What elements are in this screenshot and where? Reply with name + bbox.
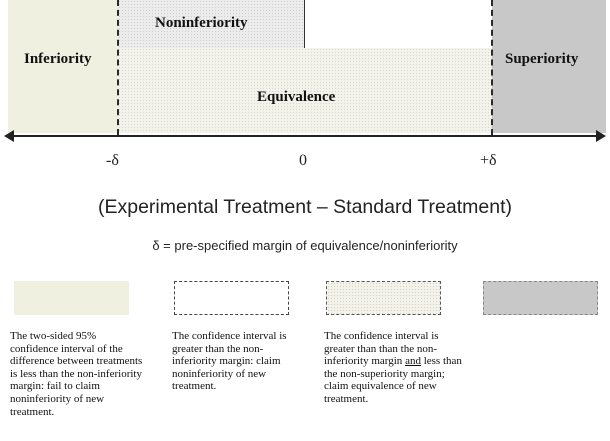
legend-line: treatment.: [324, 392, 369, 405]
legend-line: the non-superiority margin;: [324, 367, 445, 380]
delta-definition: δ = pre-specified margin of equivalence/…: [152, 238, 458, 253]
legend-text-noninferiority: The confidence interval is greater than …: [172, 330, 287, 393]
legend-line: inferiority margin and less than: [324, 355, 462, 368]
legend-swatch-inferiority: [14, 281, 129, 315]
legend-line: inferiority margin: claim: [172, 355, 281, 368]
legend-line: difference between treatments: [10, 355, 143, 368]
inferiority-region: [8, 0, 118, 133]
inferiority-label: Inferiority: [24, 51, 92, 67]
legend-swatch-superiority: [483, 281, 598, 315]
axis-title: (Experimental Treatment – Standard Treat…: [97, 196, 513, 218]
legend-line: is less than the non-inferiority: [10, 367, 142, 380]
noninferiority-region: [118, 0, 304, 48]
x-axis-left-arrow-icon: [4, 130, 14, 142]
legend-text-equivalence: The confidence interval is greater than …: [324, 330, 462, 406]
legend-swatch-noninferiority: [174, 281, 289, 315]
x-axis-line: [12, 135, 602, 137]
upper-margin-dashed-line: [491, 0, 493, 135]
x-axis-right-arrow-icon: [596, 130, 606, 142]
legend-underlined-word: and: [405, 355, 421, 368]
legend-line: noninferiority of new: [10, 392, 105, 405]
equivalence-region: [118, 48, 492, 133]
legend-line: noninferiority of new: [172, 367, 267, 380]
tick-label-zero: 0: [299, 152, 307, 169]
legend-line: The two-sided 95%: [10, 330, 97, 342]
legend-fragment: inferiority margin: [324, 355, 406, 368]
legend-line: treatment.: [172, 380, 217, 393]
legend-line: greater than than the non-: [324, 342, 438, 355]
noninferiority-label: Noninferiority: [155, 15, 248, 31]
zero-reference-line: [304, 0, 305, 48]
legend-fragment: less than: [420, 355, 462, 368]
legend-line: claim equivalence of new: [324, 380, 437, 393]
legend-line: The confidence interval is: [172, 330, 287, 342]
superiority-region: [492, 0, 606, 133]
legend-text-inferiority: The two-sided 95% confidence interval of…: [10, 330, 142, 418]
legend-line: margin: fail to claim: [10, 380, 100, 393]
superiority-label: Superiority: [505, 51, 579, 67]
legend-swatch-equivalence: [326, 281, 441, 315]
legend-line: greater than the non-: [172, 342, 264, 355]
legend-line: treatment.: [10, 405, 55, 418]
tick-label-minus-delta: -δ: [106, 152, 119, 169]
lower-margin-dashed-line: [117, 0, 119, 135]
legend-line: The confidence interval is: [324, 330, 439, 342]
tick-label-plus-delta: +δ: [480, 152, 497, 169]
equivalence-label: Equivalence: [257, 89, 336, 105]
legend-line: confidence interval of the: [10, 342, 123, 355]
